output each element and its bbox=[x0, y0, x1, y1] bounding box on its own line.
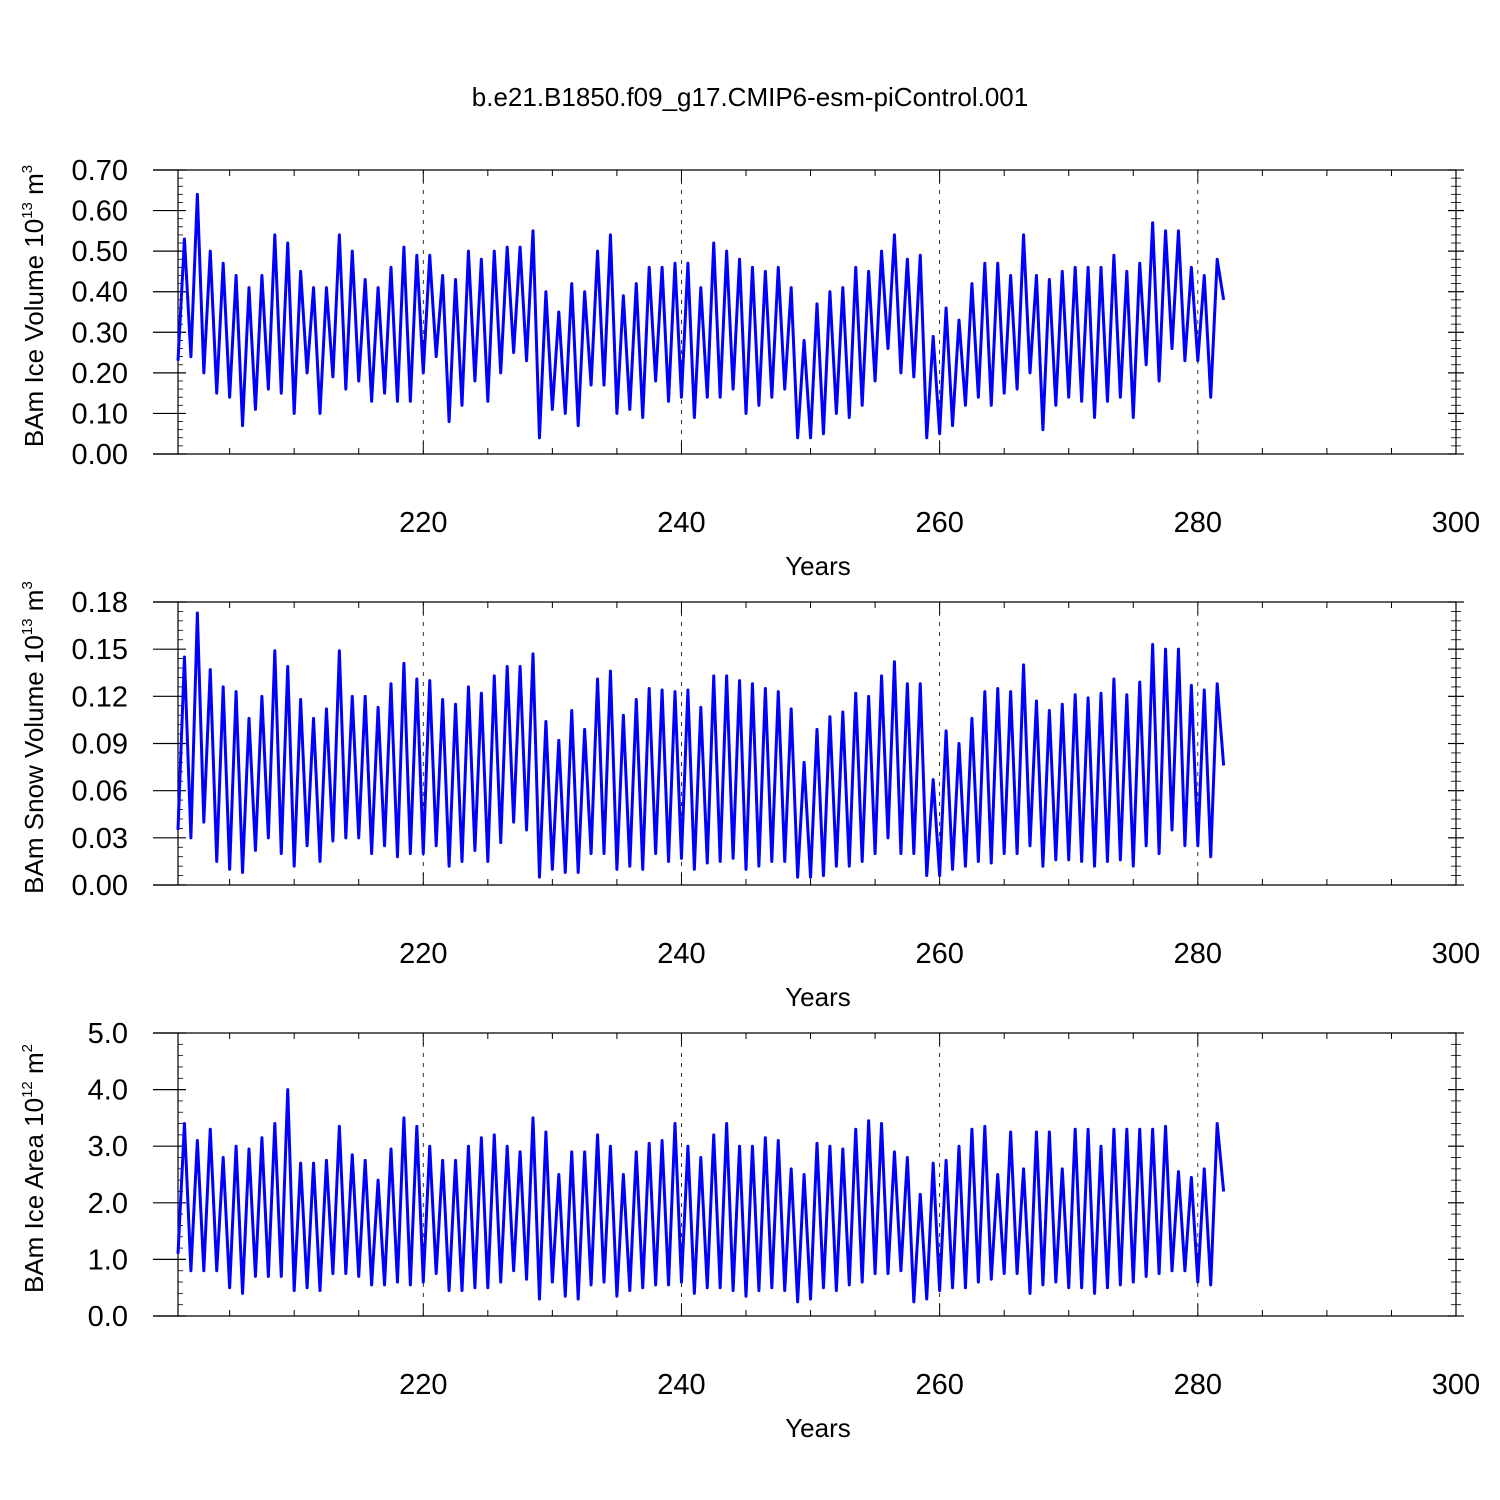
y-tick-label: 0.10 bbox=[72, 398, 128, 430]
chart-title: b.e21.B1850.f09_g17.CMIP6-esm-piControl.… bbox=[471, 82, 1029, 112]
y-tick-label: 3.0 bbox=[88, 1131, 128, 1163]
y-axis-title: BAm Ice Area 1012 m2 bbox=[19, 1044, 49, 1293]
y-tick-label: 0.18 bbox=[72, 587, 128, 619]
x-axis-title: Years bbox=[785, 1413, 851, 1443]
x-axis-title: Years bbox=[785, 551, 851, 581]
x-tick-label: 260 bbox=[915, 938, 963, 970]
x-tick-label: 240 bbox=[657, 938, 705, 970]
x-tick-label: 240 bbox=[657, 1369, 705, 1401]
y-axis-title: BAm Snow Volume 1013 m3 bbox=[19, 581, 49, 894]
panel-ice-volume: 0.00 0.10 0.20 0.30 0.40 0.50 0.60 0.70 220 240 26… bbox=[19, 155, 1480, 581]
series-line bbox=[176, 192, 1226, 440]
y-tick-label: 0.0 bbox=[88, 1301, 128, 1333]
y-tick-label: 0.03 bbox=[72, 823, 128, 855]
y-tick-label: 0.00 bbox=[72, 439, 128, 471]
y-tick-label: 0.50 bbox=[72, 236, 128, 268]
series-line bbox=[176, 611, 1226, 879]
y-axis-title: BAm Ice Volume 1013 m3 bbox=[19, 165, 49, 447]
x-tick-label: 300 bbox=[1432, 507, 1480, 539]
x-tick-label: 300 bbox=[1432, 1369, 1480, 1401]
y-tick-label: 0.30 bbox=[72, 317, 128, 349]
y-tick-label: 0.12 bbox=[72, 681, 128, 713]
x-tick-label: 240 bbox=[657, 507, 705, 539]
y-tick-label: 2.0 bbox=[88, 1188, 128, 1220]
x-tick-label: 280 bbox=[1174, 507, 1222, 539]
y-tick-label: 0.60 bbox=[72, 196, 128, 228]
x-tick-label: 260 bbox=[915, 1369, 963, 1401]
x-axis-title: Years bbox=[785, 982, 851, 1012]
y-tick-label: 0.40 bbox=[72, 277, 128, 309]
y-tick-label: 1.0 bbox=[88, 1244, 128, 1276]
x-tick-label: 300 bbox=[1432, 938, 1480, 970]
y-tick-label: 0.70 bbox=[72, 155, 128, 187]
x-tick-label: 220 bbox=[399, 938, 447, 970]
y-tick-label: 0.15 bbox=[72, 634, 128, 666]
x-tick-label: 220 bbox=[399, 1369, 447, 1401]
y-tick-label: 0.00 bbox=[72, 870, 128, 902]
x-tick-label: 280 bbox=[1174, 1369, 1222, 1401]
x-tick-label: 280 bbox=[1174, 938, 1222, 970]
y-tick-label: 4.0 bbox=[88, 1075, 128, 1107]
y-tick-label: 0.20 bbox=[72, 358, 128, 390]
y-tick-label: 0.09 bbox=[72, 729, 128, 761]
series-line bbox=[176, 1088, 1226, 1304]
panel-snow-volume: 0.00 0.03 0.06 0.09 0.12 0.15 0.18 220 240 260 280… bbox=[19, 581, 1480, 1012]
x-tick-label: 260 bbox=[915, 507, 963, 539]
y-tick-label: 5.0 bbox=[88, 1018, 128, 1050]
x-tick-label: 220 bbox=[399, 507, 447, 539]
y-tick-label: 0.06 bbox=[72, 776, 128, 808]
panel-ice-area: 0.0 1.0 2.0 3.0 4.0 5.0 220 240 260 280 300 Years BA… bbox=[19, 1018, 1480, 1443]
